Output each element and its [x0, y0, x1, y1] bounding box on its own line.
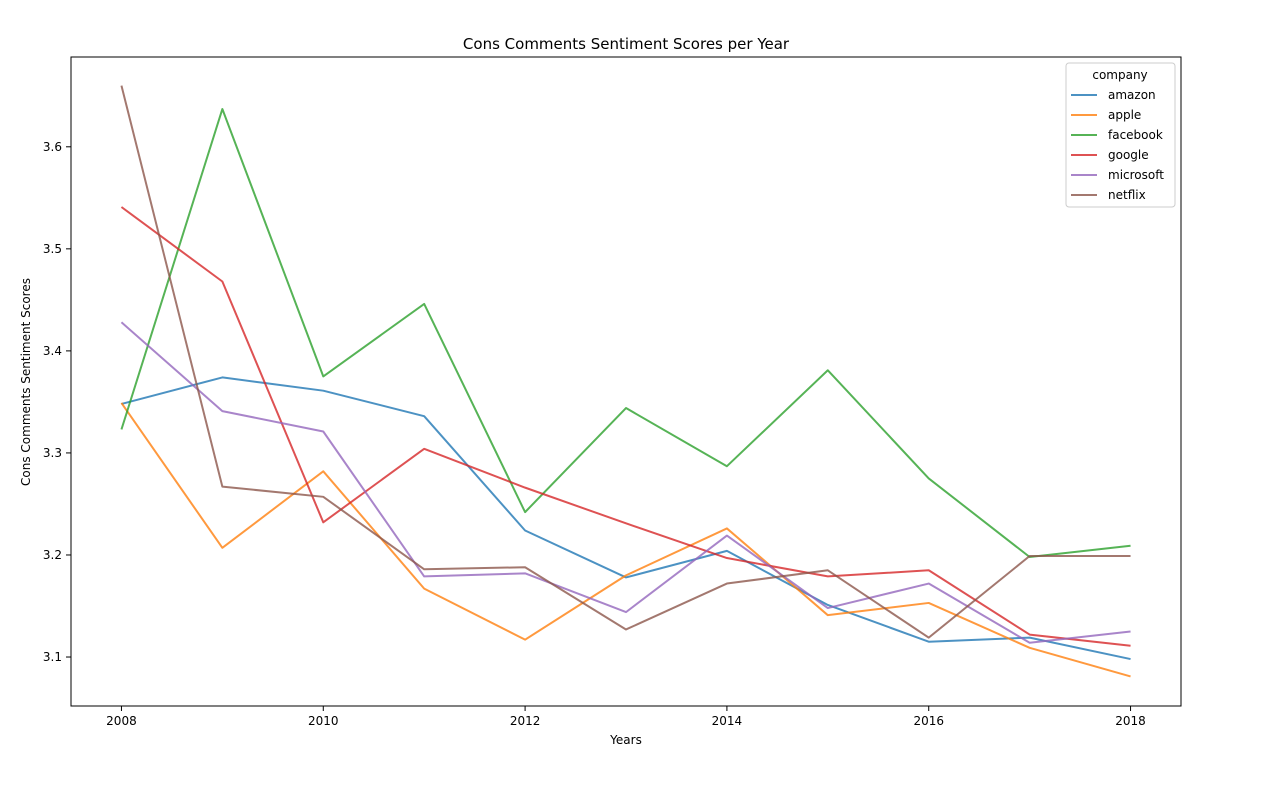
x-tick-label: 2018	[1115, 714, 1146, 728]
y-tick-label: 3.4	[43, 344, 62, 358]
x-tick-label: 2010	[308, 714, 339, 728]
series-line-amazon	[121, 376, 1131, 661]
y-tick-label: 3.2	[43, 548, 62, 562]
x-axis-ticks: 2008 2010 2012 2014 2016 2018	[106, 706, 1146, 728]
legend: company amazon apple facebook google microso…	[1065, 62, 1176, 208]
series-line-netflix	[120, 85, 1131, 639]
legend-label-amazon: amazon	[1108, 88, 1156, 102]
x-axis-label: Years	[609, 733, 642, 747]
series-layer	[120, 85, 1131, 678]
y-tick-label: 3.6	[43, 140, 62, 154]
y-tick-label: 3.5	[43, 242, 62, 256]
legend-label-google: google	[1108, 148, 1149, 162]
legend-label-apple: apple	[1108, 108, 1141, 122]
legend-title: company	[1092, 68, 1147, 82]
legend-box	[1065, 62, 1176, 208]
legend-label-facebook: facebook	[1108, 128, 1163, 142]
series-line-facebook	[120, 108, 1131, 559]
x-tick-label: 2014	[712, 714, 743, 728]
plot-frame	[70, 56, 1182, 707]
y-tick-label: 3.1	[43, 650, 62, 664]
legend-label-netflix: netflix	[1108, 188, 1146, 202]
legend-items: amazon apple facebook google microsoft netfli…	[1071, 88, 1164, 202]
series-line-apple	[120, 402, 1131, 678]
y-axis-ticks: 3.1 3.2 3.3 3.4 3.5 3.6	[43, 140, 71, 664]
chart-title: Cons Comments Sentiment Scores per Year	[463, 35, 790, 53]
x-tick-label: 2012	[510, 714, 541, 728]
x-tick-label: 2008	[106, 714, 137, 728]
legend-label-microsoft: microsoft	[1108, 168, 1164, 182]
series-line-microsoft	[120, 321, 1131, 644]
y-tick-label: 3.3	[43, 446, 62, 460]
x-tick-label: 2016	[913, 714, 944, 728]
y-axis-label: Cons Comments Sentiment Scores	[19, 278, 33, 486]
series-line-google	[120, 206, 1131, 647]
